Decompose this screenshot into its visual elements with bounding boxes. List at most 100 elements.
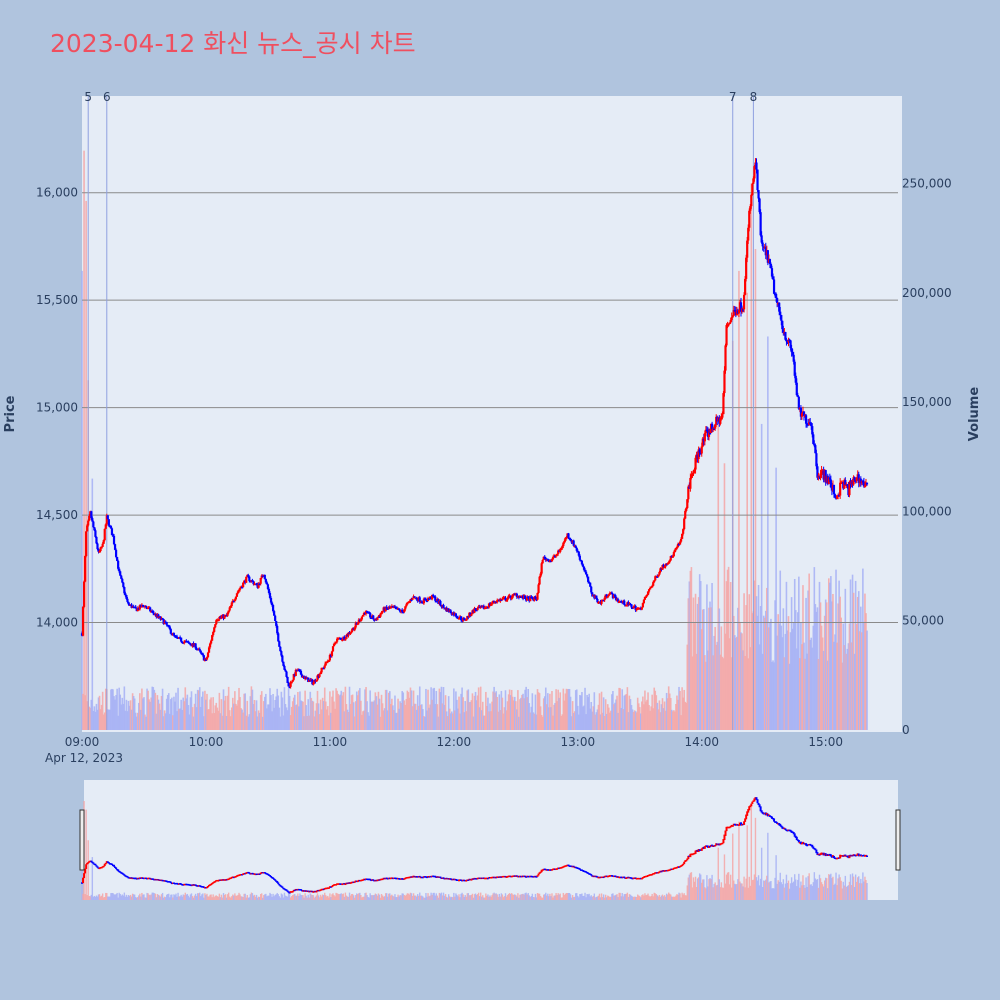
- slider-candle: [494, 876, 497, 879]
- slider-volume-bar: [404, 895, 407, 900]
- volume-bar: [94, 711, 97, 730]
- slider-candle: [477, 877, 480, 880]
- slider-volume-bar: [252, 895, 255, 900]
- slider-volume-bar: [202, 893, 204, 900]
- slider-volume-bar: [710, 879, 712, 900]
- volume-bar: [314, 710, 317, 730]
- volume-bar: [673, 710, 675, 730]
- slider-volume-bar: [590, 895, 592, 900]
- volume-bar: [170, 699, 172, 730]
- volume-bar: [100, 704, 103, 730]
- range-slider-handle[interactable]: [79, 809, 85, 871]
- slider-volume-bar: [499, 896, 502, 900]
- candle-body: [703, 433, 706, 442]
- slider-volume-bar: [145, 897, 147, 900]
- slider-candle: [766, 813, 769, 817]
- slider-volume-bar: [748, 876, 750, 900]
- volume-bar: [311, 700, 314, 730]
- slider-candle: [514, 875, 517, 877]
- volume-bar: [755, 596, 758, 730]
- slider-candle: [117, 869, 120, 872]
- volume-bar: [421, 704, 423, 730]
- slider-volume-bar: [117, 897, 119, 900]
- slider-candle: [409, 876, 412, 878]
- slider-volume-bar: [601, 897, 604, 900]
- slider-candle: [730, 824, 733, 827]
- slider-candle: [727, 826, 730, 829]
- slider-volume-bar: [282, 897, 285, 900]
- slider-candle: [687, 855, 690, 860]
- slider-volume-bar: [141, 892, 143, 900]
- slider-volume-bar: [691, 887, 694, 900]
- slider-candle: [846, 855, 849, 858]
- candle-body: [380, 612, 383, 615]
- slider-volume-bar: [737, 879, 739, 900]
- slider-candle: [512, 875, 515, 877]
- slider-volume-bar: [236, 895, 238, 900]
- slider-volume-bar: [231, 896, 233, 900]
- candle-body: [698, 449, 701, 453]
- slider-volume-bar: [289, 897, 292, 900]
- slider-candle: [200, 886, 203, 888]
- slider-candle: [293, 889, 296, 892]
- range-slider[interactable]: [79, 797, 901, 900]
- slider-volume-bar: [280, 893, 283, 900]
- slider-candle: [289, 891, 292, 893]
- volume-bar: [372, 701, 375, 730]
- candle-body: [378, 616, 381, 618]
- volume-bar: [221, 715, 224, 730]
- slider-volume-bar: [135, 897, 137, 900]
- candle-body: [474, 608, 477, 610]
- volume-bar: [818, 581, 821, 730]
- candle-body: [595, 595, 598, 599]
- slider-volume-bar: [445, 896, 448, 900]
- slider-candle: [801, 841, 804, 844]
- volume-bar: [191, 707, 194, 730]
- slider-volume-bar: [242, 897, 244, 900]
- candle-body: [741, 309, 745, 311]
- slider-candle: [146, 877, 149, 880]
- slider-candle: [590, 874, 593, 876]
- slider-candle: [316, 889, 319, 892]
- slider-volume-bar: [714, 882, 716, 900]
- candle-body: [791, 352, 794, 355]
- volume-bar: [738, 270, 740, 730]
- slider-candle: [180, 883, 183, 885]
- volume-bar: [596, 709, 599, 730]
- slider-volume-bar: [335, 892, 337, 900]
- slider-volume-bar: [390, 895, 392, 900]
- slider-candle: [509, 875, 512, 878]
- volume-bar: [721, 656, 724, 730]
- volume-bar: [336, 690, 338, 730]
- candle-body: [653, 580, 656, 583]
- candle-body: [645, 594, 649, 597]
- slider-candle: [812, 846, 815, 849]
- slider-candle: [392, 877, 395, 880]
- slider-candle: [735, 823, 738, 826]
- volume-bar: [303, 716, 305, 730]
- slider-volume-bar: [810, 884, 812, 900]
- volume-bar: [145, 716, 147, 730]
- range-slider-handle[interactable]: [895, 809, 901, 871]
- slider-candle: [199, 885, 202, 888]
- volume-bar: [254, 711, 257, 730]
- volume-bar: [266, 708, 268, 730]
- slider-candle: [94, 863, 97, 866]
- slider-volume-bar: [143, 894, 145, 900]
- slider-candle: [215, 880, 218, 882]
- slider-candle: [635, 878, 638, 880]
- candle-body: [813, 443, 816, 446]
- slider-candle: [572, 865, 575, 868]
- slider-volume-bar: [374, 893, 377, 900]
- slider-volume-bar: [477, 892, 480, 900]
- candle-body: [283, 665, 286, 670]
- slider-volume-bar: [759, 878, 762, 900]
- slider-candle: [533, 875, 536, 878]
- volume-bar: [286, 710, 289, 730]
- volume-bar: [647, 692, 649, 730]
- volume-bar: [675, 703, 677, 730]
- volume-tick-label: 250,000: [902, 176, 952, 190]
- slider-volume-bar: [316, 893, 319, 900]
- volume-bar: [463, 712, 465, 730]
